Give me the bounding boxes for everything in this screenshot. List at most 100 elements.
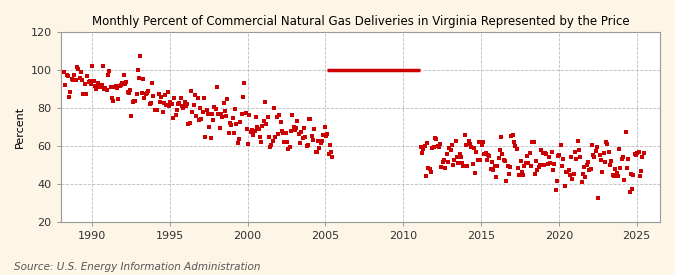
Point [171,108,182,112]
Point [60,82,71,87]
Point [429,136,440,140]
Point [286,128,296,133]
Point [159,101,169,106]
Point [535,163,545,167]
Point [140,92,151,97]
Point [243,142,254,146]
Point [529,171,540,176]
Point [86,82,97,86]
Point [234,137,244,141]
Point [167,116,178,121]
Point [248,133,259,137]
Point [96,83,107,88]
Point [156,94,167,99]
Point [602,142,613,147]
Point [192,96,203,100]
Point [575,155,586,159]
Point [177,104,188,108]
Point [304,117,315,121]
Point [545,161,556,165]
Point [204,125,215,129]
Point [426,170,437,174]
Point [443,160,454,164]
Point [225,121,236,125]
Point [99,87,109,92]
Point [591,148,601,153]
Point [456,155,466,159]
Point [498,158,509,162]
Point [135,54,146,58]
Point [556,142,566,147]
Point [143,89,154,94]
Point [572,139,583,143]
Point [608,172,618,177]
Point [76,70,86,74]
Point [619,178,630,182]
Point [239,81,250,85]
Point [271,115,282,119]
Point [450,139,461,143]
Point [161,103,172,107]
Point [460,143,471,147]
Point [577,172,588,176]
Point [128,99,138,104]
Point [178,106,189,111]
Point [474,140,485,144]
Point [95,84,106,89]
Point [317,139,327,144]
Point [637,155,648,160]
Point [256,140,267,144]
Point [502,164,513,168]
Point [543,161,554,166]
Point [605,163,616,167]
Point [155,100,165,104]
Point [472,158,483,163]
Point [314,145,325,150]
Point [160,93,171,97]
Point [636,169,647,174]
Point [539,162,549,167]
Point [562,169,572,174]
Point [489,164,500,168]
Point [260,100,271,104]
Point [508,133,518,137]
Point [63,95,74,99]
Point [124,90,134,95]
Point [495,135,506,140]
Point [435,142,446,147]
Point [528,140,539,144]
Point [480,150,491,155]
Point [421,174,431,178]
Point [275,120,286,125]
Point [202,112,213,117]
Point [571,157,582,161]
Point [547,168,558,173]
Point [423,166,434,170]
Point [560,170,571,174]
Point [297,136,308,140]
Point [603,150,614,154]
Point [514,172,524,177]
Point [597,170,608,174]
Point [134,75,144,80]
Point [506,134,517,138]
Point [475,158,486,163]
Point [111,84,122,89]
Point [543,155,554,159]
Point [463,139,474,144]
Point [246,128,257,132]
Point [318,133,329,138]
Point [77,78,88,82]
Point [68,78,78,82]
Point [553,154,564,158]
Point [80,92,91,97]
Point [633,150,644,155]
Point [163,104,174,109]
Point [223,130,234,135]
Point [190,93,200,97]
Point [454,152,465,156]
Point [599,160,610,165]
Point [639,150,649,155]
Point [419,144,430,148]
Point [581,163,592,167]
